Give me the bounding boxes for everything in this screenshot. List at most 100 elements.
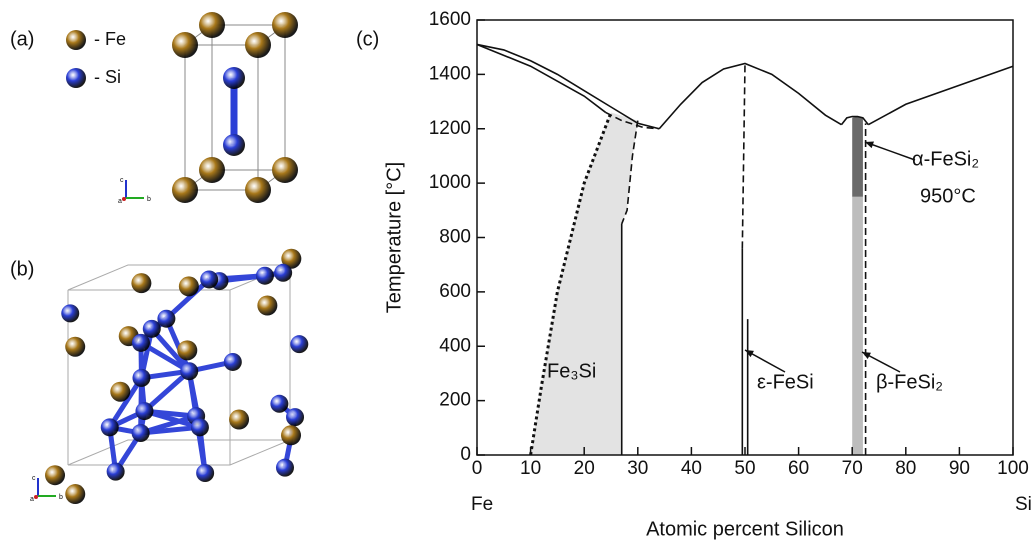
x-tick-label: 0 [472,458,483,479]
atom [131,424,150,443]
triad-axis [34,495,38,499]
panel-label: (c) [356,28,379,50]
triad-label: a [30,496,34,503]
phase-boundary [741,63,746,249]
triad-label: c [120,177,124,184]
legend-label: - Si [94,67,121,87]
bond [164,277,211,321]
annotation: α-FeSi₂ [912,148,979,170]
unit-cell [183,24,287,191]
phase-boundary [867,65,1014,126]
atom [45,465,66,486]
bond [107,376,144,429]
phase-region [530,112,638,455]
atom [131,273,152,294]
legend-label: - Fe [94,29,126,49]
x-tick-label: 70 [842,458,863,479]
x-tick-label: 90 [949,458,970,479]
atom [106,462,125,481]
y-tick-label: 1200 [429,118,471,139]
x-axis-label: Atomic percent Silicon [646,518,844,540]
atom [178,276,199,297]
annotation: ε-FeSi [757,371,814,393]
panel-label: (b) [10,258,34,280]
atom [157,309,176,328]
phase-region [852,116,863,197]
atom [199,12,225,38]
atom [275,458,294,477]
atom [65,484,86,505]
x-tick-label: 10 [520,458,541,479]
atom [100,418,119,437]
panel-label: (a) [10,28,34,50]
atom [286,408,305,427]
atom [257,295,278,316]
x-tick-label: 50 [734,458,755,479]
atom [272,12,298,38]
y-tick-label: 1400 [429,63,471,84]
arrow-head [745,350,754,358]
bond [142,369,191,413]
atom [199,157,225,183]
crystal-b [45,248,309,505]
phase-boundary [620,120,639,225]
atom [142,319,161,338]
atom [223,352,242,371]
atom [177,340,198,361]
phase-boundary [605,111,660,130]
atom [281,425,302,446]
x-tick-label: 20 [574,458,595,479]
atom [223,67,245,89]
x-tick-label: 60 [788,458,809,479]
y-tick-label: 600 [439,281,471,302]
atom [131,333,150,352]
triad-label: b [147,196,151,203]
bond [139,340,191,374]
triad-label: b [59,494,63,501]
atom [245,177,271,203]
atom [110,381,131,402]
annotation: 950°C [920,185,976,207]
atom [290,335,309,354]
x-end-label: Si [1015,494,1032,515]
atom [172,32,198,58]
arrow-head [862,352,871,359]
y-tick-label: 800 [439,227,471,248]
atom [135,402,154,421]
atom [274,263,293,282]
atom [200,270,219,289]
y-tick-label: 0 [460,444,471,465]
atom [61,304,80,323]
atom [180,362,199,381]
x-tick-label: 80 [895,458,916,479]
phase-region [852,196,863,455]
bond [164,317,192,373]
phase-boundary [840,115,869,126]
atom [132,368,151,387]
atom [272,157,298,183]
atom [245,32,271,58]
triad-label: a [118,198,122,205]
arrow-head [865,141,874,149]
bond [149,327,192,373]
y-tick-label: 1000 [429,172,471,193]
atom [196,463,215,482]
x-tick-label: 30 [627,458,648,479]
y-tick-label: 200 [439,390,471,411]
cell-edge [67,439,291,466]
phase-boundary [658,62,842,130]
bond [140,424,201,436]
atom [270,394,289,413]
y-tick-label: 400 [439,335,471,356]
triad-label: c [32,475,36,482]
atom [190,418,209,437]
atom [172,177,198,203]
y-axis-label: Temperature [°C] [383,162,405,313]
atom [66,30,86,50]
phase-boundary [476,43,607,114]
atom [223,134,245,156]
y-tick-label: 1600 [429,9,471,30]
annotation: β-FeSi₂ [876,371,943,393]
triad-axis [122,197,126,201]
